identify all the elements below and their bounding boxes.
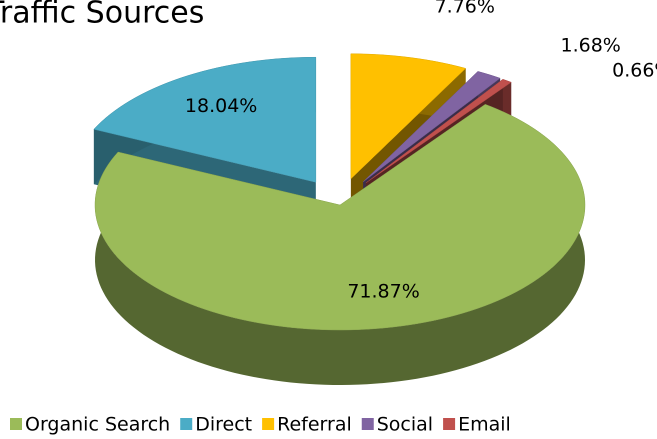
- legend-item: Social: [361, 414, 433, 436]
- data-label: 1.68%: [561, 34, 621, 56]
- legend-label: Social: [377, 414, 433, 436]
- legend-swatch: [361, 418, 374, 430]
- legend-item: Organic Search: [10, 414, 170, 436]
- legend-label: Email: [458, 414, 511, 436]
- slice-top: [350, 53, 467, 180]
- data-label: 18.04%: [185, 95, 257, 117]
- slice-top: [94, 104, 586, 331]
- legend-item: Direct: [180, 414, 252, 436]
- data-label: 71.87%: [347, 281, 419, 303]
- data-label: 0.66%: [612, 60, 657, 82]
- legend-swatch: [10, 418, 22, 430]
- data-label: 7.76%: [435, 0, 495, 18]
- legend-swatch: [262, 418, 275, 430]
- legend-item: Email: [443, 414, 511, 436]
- legend-swatch: [180, 418, 193, 430]
- legend-swatch: [443, 418, 456, 430]
- chart-title: Traffic Sources: [0, 0, 204, 31]
- slice-wall: [95, 104, 585, 385]
- slice-top: [93, 56, 317, 183]
- legend-label: Direct: [195, 414, 252, 436]
- legend-label: Organic Search: [25, 414, 170, 436]
- slice-top: [362, 71, 501, 183]
- pie-slice: [94, 104, 586, 385]
- legend-label: Referral: [277, 414, 352, 436]
- legend-item: Referral: [262, 414, 352, 436]
- slice-top: [365, 78, 512, 184]
